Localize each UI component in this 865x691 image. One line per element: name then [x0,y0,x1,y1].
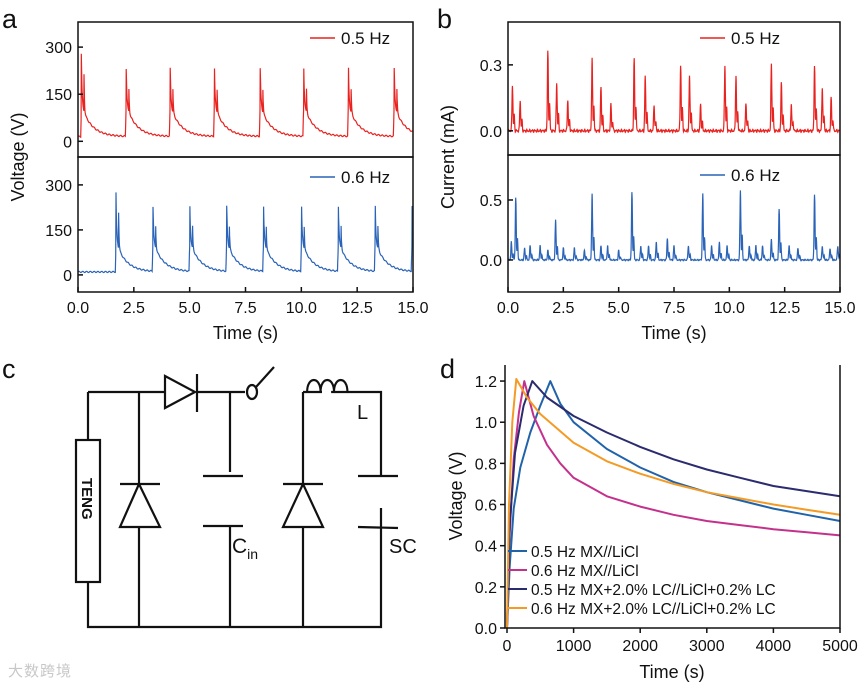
panel-b-xtick-label: 12.5 [769,300,800,317]
teng-label: TENG [78,478,95,520]
panel-d-series-3-line [506,380,841,629]
shunt-diode-1-icon [118,481,162,529]
panel-b-xtick-label: 15.0 [824,300,855,317]
panel-d-xtick-label: 3000 [689,638,725,655]
panel-c-labels: TENG L Cin SC [78,402,417,562]
cin-label-subscript: in [247,546,258,562]
panel-a-legend-label-2: 0.6 Hz [341,168,390,187]
panel-a-xtick-label: 12.5 [342,300,373,317]
panel-d-ytick-label: 0.2 [475,580,497,597]
panel-d-axes [504,365,841,629]
panel-d-series-1-line [506,380,841,629]
panel-a-xtick-label: 7.5 [234,300,256,317]
panel-a-xtick-label: 10.0 [286,300,317,317]
panel-b-subplot-2-frame [507,154,841,293]
panel-c-circuit-diagram [74,366,399,629]
panel-d-xtick-label: 5000 [822,638,858,655]
panel-a-series-2-line [77,192,414,274]
panel-b-subplot-1-frame [507,21,841,156]
panel-b-xtick-label: 2.5 [552,300,574,317]
panel-b-xtick-label: 7.5 [663,300,685,317]
panel-d-legend-label-1: 0.5 Hz MX//LiCl [531,544,639,561]
supercapacitor-icon [357,474,399,530]
panel-d-legend-label-2: 0.6 Hz MX//LiCl [531,563,639,580]
panel-d-ytick-label: 0.6 [475,498,497,515]
panel-d-legend-label-3: 0.5 Hz MX+2.0% LC//LiCl+0.2% LC [531,582,776,599]
cin-label-main: C [232,535,247,558]
panel-d-xtick-label: 0 [503,638,512,655]
shunt-diode-2-icon [281,481,325,529]
sc-label: SC [389,536,417,558]
panel-d-xtick-label: 4000 [756,638,792,655]
panel-b-xtick-label: 0.0 [497,300,519,317]
panel-d-ytick-label: 1.0 [475,415,497,432]
panel-label-d: d [440,354,455,384]
panel-b-ytick-label: 0.0 [480,124,502,141]
panel-b-legend-label-2: 0.6 Hz [731,166,780,185]
panel-d-xtick-label: 2000 [622,638,658,655]
panel-d-ytick-label: 0.0 [475,621,497,638]
panel-a-ytick-label: 300 [45,178,72,195]
panel-a-ytick-label: 0 [63,134,72,151]
watermark-logo: 大数跨境 [8,662,73,680]
panel-b-legend-label-1: 0.5 Hz [731,29,780,48]
inductor-label: L [357,402,368,424]
teng-component [74,438,102,584]
panel-d-series-2-line [506,380,841,629]
panel-a-ylabel: Voltage (V) [8,112,28,201]
panel-a-voltage-chart: 0 150 300 0.5 Hz 0 150 300 0.6 Hz 0.0 2.5 5.0 7.5 10… [8,21,429,343]
panel-b-ytick-label: 0.5 [480,193,502,210]
panel-d-ytick-label: 1.2 [475,374,497,391]
panel-b-series-1-line [507,50,841,134]
panel-d-series-4-line [506,378,841,629]
panel-d-ylabel: Voltage (V) [446,451,466,540]
panel-a-ytick-label: 300 [45,40,72,57]
panel-b-ylabel: Current (mA) [438,105,458,209]
panel-b-series-2-line [507,190,841,262]
panel-b-ytick-label: 0.0 [480,253,502,270]
panel-a-xtick-label: 15.0 [397,300,428,317]
circuit-wires [86,390,383,629]
panel-a-legend-label-1: 0.5 Hz [341,29,390,48]
panel-a-xlabel: Time (s) [213,323,278,343]
inductor-icon [306,378,349,394]
panel-a-ytick-label: 150 [45,87,72,104]
panel-d-discharge-chart: 0.0 0.2 0.4 0.6 0.8 1.0 1.2 0 1000 2000 3000 4000 50… [446,365,858,682]
panel-a-series-1-line [77,53,414,139]
cin-label: Cin [232,535,258,562]
panel-b-ytick-label: 0.3 [480,58,502,75]
panel-label-b: b [437,4,452,34]
series-diode-icon [163,374,199,412]
panel-d-ytick-label: 0.4 [475,539,497,556]
panel-label-a: a [2,4,18,34]
switch-icon [245,366,275,401]
panel-d-xlabel: Time (s) [639,662,704,682]
capacitor-cin-icon [203,474,243,528]
panel-a-ytick-label: 150 [45,223,72,240]
panel-d-legend-label-4: 0.6 Hz MX+2.0% LC//LiCl+0.2% LC [531,601,776,618]
panel-label-c: c [2,354,16,384]
panel-b-xlabel: Time (s) [641,323,706,343]
panel-b-xtick-label: 5.0 [608,300,630,317]
panel-d-ytick-label: 0.8 [475,456,497,473]
panel-a-xtick-label: 0.0 [67,300,89,317]
panel-a-xtick-label: 5.0 [179,300,201,317]
panel-a-ytick-label: 0 [63,268,72,285]
panel-b-xtick-label: 10.0 [714,300,745,317]
panel-a-xtick-label: 2.5 [123,300,145,317]
panel-b-current-chart: 0.0 0.3 0.5 Hz 0.0 0.5 0.6 Hz 0.0 2.5 5.0 7.5 10.0… [438,21,856,343]
panel-d-xtick-label: 1000 [556,638,592,655]
